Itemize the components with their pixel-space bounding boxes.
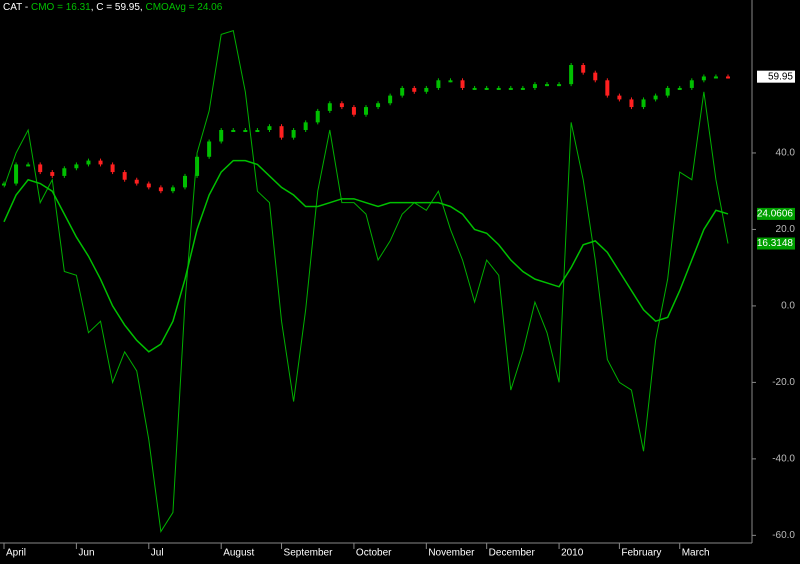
last-value-label: 59.95: [768, 71, 793, 82]
candle: [170, 187, 175, 192]
candle: [26, 164, 31, 167]
x-tick-label: 2010: [561, 548, 584, 559]
candle: [581, 65, 586, 73]
candle: [303, 122, 308, 131]
candle: [207, 141, 212, 157]
series-line: [3, 29, 729, 533]
candle: [255, 130, 260, 133]
title-part: CAT -: [3, 2, 31, 13]
last-value-box: [757, 237, 795, 250]
candle: [315, 110, 320, 123]
candle: [617, 95, 622, 100]
candle: [424, 87, 429, 92]
candle: [569, 65, 574, 85]
candle: [726, 76, 730, 79]
candle: [689, 80, 694, 88]
x-tick-label: November: [428, 548, 475, 559]
candle: [195, 156, 200, 176]
candle: [183, 175, 187, 188]
x-tick-label: Jun: [78, 548, 94, 559]
candle: [508, 87, 513, 90]
candle: [677, 87, 682, 90]
title-part: CMO = 16.31: [31, 2, 91, 13]
last-value-box: [757, 207, 795, 220]
x-tick-label: September: [284, 548, 334, 559]
candle: [38, 164, 43, 173]
y-tick-label: 40.0: [776, 148, 796, 159]
candle: [472, 87, 477, 90]
candle: [496, 87, 501, 90]
x-tick-label: October: [356, 548, 392, 559]
last-value-box: [757, 70, 795, 83]
candle: [158, 187, 163, 192]
candle: [701, 76, 706, 81]
candle: [557, 84, 562, 87]
y-tick-label: -20.0: [772, 377, 795, 388]
y-tick-label: 0.0: [781, 301, 795, 312]
candle: [532, 84, 537, 88]
y-tick-label: -60.0: [772, 530, 795, 541]
candle: [484, 87, 489, 90]
candle: [520, 87, 525, 90]
x-tick-label: August: [223, 548, 254, 559]
last-value-label: 16.3148: [757, 238, 794, 249]
candle: [134, 179, 139, 184]
candle: [400, 87, 405, 96]
candle: [448, 80, 453, 83]
candle: [267, 126, 272, 131]
y-tick-label: 20.0: [776, 224, 796, 235]
candle: [50, 172, 55, 176]
candle: [713, 76, 718, 79]
candle: [86, 160, 91, 165]
candle: [327, 103, 332, 111]
x-tick-label: December: [489, 548, 536, 559]
candle: [629, 99, 634, 108]
candle: [122, 172, 127, 180]
x-tick-label: Jul: [151, 548, 164, 559]
candle: [460, 80, 465, 88]
candle: [593, 72, 598, 81]
x-tick-label: March: [682, 548, 710, 559]
candle: [231, 130, 236, 133]
candle: [388, 95, 393, 104]
series-line: [3, 159, 729, 353]
candle: [653, 95, 658, 100]
x-tick-label: February: [621, 548, 661, 559]
candle: [665, 87, 670, 96]
candle: [74, 164, 79, 169]
x-tick-label: April: [6, 548, 26, 559]
candle: [364, 107, 368, 115]
title-part: , C = 59.95,: [91, 2, 146, 13]
chart-title: CAT - CMO = 16.31, C = 59.95, CMOAvg = 2…: [3, 2, 223, 13]
candle: [605, 80, 610, 96]
candle: [2, 183, 6, 186]
candle: [146, 183, 151, 188]
candle: [641, 99, 646, 108]
title-part: CMOAvg = 24.06: [146, 2, 223, 13]
candle: [14, 164, 19, 184]
candle: [62, 168, 67, 176]
candle: [376, 103, 381, 108]
candle: [279, 126, 284, 138]
candle: [219, 130, 224, 142]
candle: [243, 130, 248, 133]
candle: [412, 87, 417, 92]
y-tick-label: -40.0: [772, 454, 795, 465]
candle: [291, 130, 296, 138]
candle: [436, 80, 441, 88]
candle: [351, 107, 356, 115]
candle: [545, 84, 549, 87]
candle: [98, 160, 103, 165]
candle: [110, 164, 115, 173]
last-value-label: 24.0606: [757, 209, 794, 220]
candle: [339, 103, 344, 108]
